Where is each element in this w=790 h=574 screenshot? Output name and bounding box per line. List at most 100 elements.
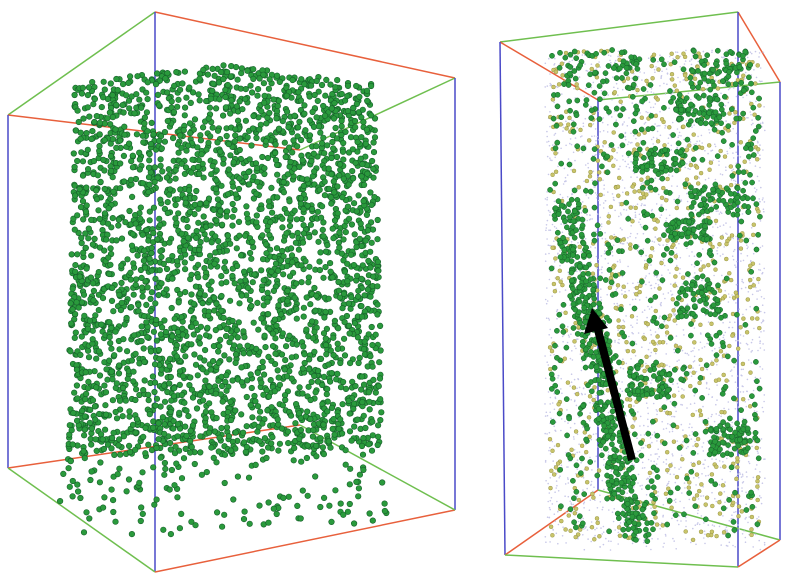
atom [326,166,332,172]
background-atom [587,220,589,222]
background-atom [731,375,733,377]
atom [78,204,84,210]
atom [274,323,280,329]
atom [298,98,304,104]
background-atom [740,334,742,336]
atom [308,397,314,403]
atom [111,189,117,195]
atom [217,343,223,349]
atom [182,424,188,430]
background-atom [596,194,598,196]
atom [129,358,135,364]
background-atom [764,394,766,396]
atom [75,489,81,495]
atom [323,309,329,315]
atom [258,268,264,274]
atom [161,527,167,533]
background-atom [629,304,631,306]
atom [316,124,322,130]
background-atom [663,83,665,85]
background-atom [632,283,634,285]
background-atom [734,322,736,324]
atom [70,442,76,448]
atom [242,334,248,340]
background-atom [574,423,576,425]
background-atom [672,455,674,457]
atom [97,216,103,222]
background-atom [763,298,765,300]
background-atom [568,482,570,484]
atom [196,220,202,226]
atom [197,201,203,207]
box-edge [155,510,455,572]
atom [198,132,204,138]
atom [318,130,324,136]
atom [156,347,162,353]
atom [166,257,172,263]
background-atom [644,467,646,469]
background-atom [737,473,739,475]
background-atom [669,56,671,58]
atom [302,103,308,109]
atom [100,227,106,233]
atom [334,77,340,83]
background-atom [674,313,676,315]
background-atom [648,57,650,59]
atom [131,369,137,375]
atom [314,454,320,460]
background-atom [733,259,735,261]
atoms [544,47,766,550]
atom [216,360,222,366]
background-atom [549,111,551,113]
background-atom [548,174,550,176]
atom [309,319,315,325]
atom [213,327,219,333]
background-atom [650,549,652,551]
atom [140,470,146,476]
background-atom [742,369,744,371]
background-atom [757,452,759,454]
background-atom [579,76,581,78]
background-atom [548,318,550,320]
atom [357,355,363,361]
atom [102,495,108,501]
atom [308,222,314,228]
background-atom [557,543,559,545]
background-atom [715,404,717,406]
atom [183,200,189,206]
atom [312,92,318,98]
background-atom [699,524,701,526]
background-atom [610,55,612,57]
background-atom [635,298,637,300]
atom [174,69,180,75]
background-atom [567,477,569,479]
atom [340,149,346,155]
atom [208,223,214,229]
background-atom [716,501,718,503]
atom [273,351,279,357]
atom [108,153,114,159]
atom [216,202,222,208]
atom [211,81,217,87]
atom [97,143,103,149]
atom [321,150,327,156]
background-atom [594,135,596,137]
atom [89,79,95,85]
atom [136,302,142,308]
background-atom [715,146,717,148]
atom [128,277,134,283]
background-atom [645,122,647,124]
atom [157,222,163,228]
atom [329,201,335,207]
atom [279,426,285,432]
atom [194,406,200,412]
background-atom [739,528,741,530]
background-atom [689,435,691,437]
atom [153,403,159,409]
background-atom [743,282,745,284]
background-atom [577,459,579,461]
background-atom [643,447,645,449]
background-atom [567,479,569,481]
atom [260,154,266,160]
background-atom [637,482,639,484]
